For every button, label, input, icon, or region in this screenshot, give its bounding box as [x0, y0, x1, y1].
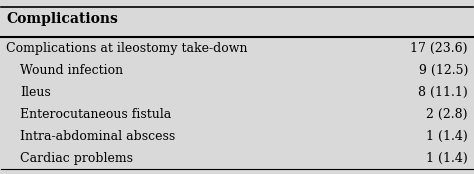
Text: 9 (12.5): 9 (12.5) — [419, 64, 468, 77]
Text: Complications at ileostomy take-down: Complications at ileostomy take-down — [6, 42, 247, 55]
Text: Enterocutaneous fistula: Enterocutaneous fistula — [20, 108, 172, 121]
Text: Intra-abdominal abscess: Intra-abdominal abscess — [20, 130, 175, 143]
Text: Cardiac problems: Cardiac problems — [20, 152, 133, 165]
Text: 8 (11.1): 8 (11.1) — [418, 86, 468, 99]
Text: Wound infection: Wound infection — [20, 64, 123, 77]
Text: 1 (1.4): 1 (1.4) — [426, 130, 468, 143]
Text: Ileus: Ileus — [20, 86, 51, 99]
Text: 17 (23.6): 17 (23.6) — [410, 42, 468, 55]
Text: 1 (1.4): 1 (1.4) — [426, 152, 468, 165]
Text: Complications: Complications — [6, 12, 118, 26]
Text: 2 (2.8): 2 (2.8) — [427, 108, 468, 121]
